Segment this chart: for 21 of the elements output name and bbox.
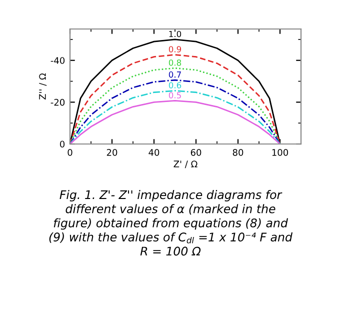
caption: Fig. 1. Z'- Z'' impedance diagrams for different values of α (marked in the figure) obtained from equations (8) and (9) with the values of C$_{dl}$ =1 x 10⁻⁴ F and R = 100 Ω <box>49 190 293 256</box>
y-tick-label: 0 <box>60 140 65 148</box>
x-axis-title: Z' / Ω <box>174 160 198 168</box>
line-series <box>70 79 281 144</box>
line-series <box>70 100 281 144</box>
series-label: 0.8 <box>168 59 182 66</box>
legend-label: 1.0 <box>169 30 182 38</box>
series-label: 0.9 <box>168 46 182 52</box>
y-tick-label: -20 <box>50 98 65 106</box>
series-label: 0.6 <box>168 82 182 88</box>
y-tick-label: -40 <box>50 57 65 64</box>
x-tick-label: 0 <box>68 149 72 156</box>
x-tick-label: 60 <box>190 149 202 156</box>
series-label: 0.5 <box>168 92 181 98</box>
x-tick-label: 80 <box>232 149 244 156</box>
series-label: 0.7 <box>168 71 181 78</box>
x-tick-label: 40 <box>148 149 160 156</box>
x-tick-label: 100 <box>272 149 288 156</box>
x-tick-label: 20 <box>106 149 118 156</box>
line-series <box>70 90 281 144</box>
y-axis-title: Z'' / Ω <box>39 73 47 100</box>
